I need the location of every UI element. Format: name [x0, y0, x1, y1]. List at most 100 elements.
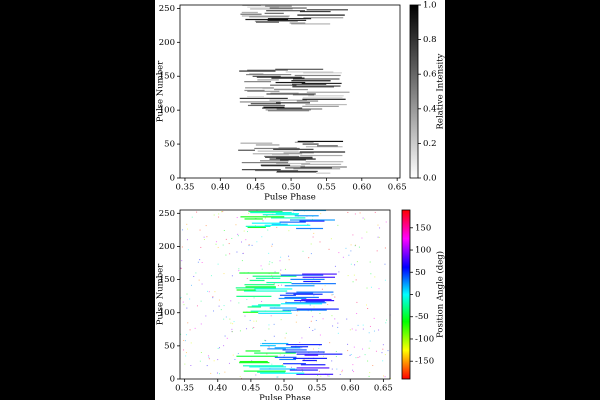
noise-pixel	[346, 318, 348, 320]
noise-pixel	[235, 224, 237, 226]
streak	[243, 290, 288, 292]
streak	[276, 171, 317, 173]
colorbar	[409, 4, 419, 179]
noise-pixel	[366, 287, 368, 289]
streak	[245, 350, 261, 352]
noise-pixel	[215, 243, 217, 245]
noise-pixel	[288, 259, 290, 261]
streak	[243, 370, 286, 372]
noise-pixel	[292, 212, 294, 214]
noise-pixel	[323, 352, 325, 354]
noise-pixel	[189, 329, 191, 331]
streak	[250, 8, 293, 10]
streak	[293, 293, 323, 295]
noise-pixel	[256, 210, 258, 212]
streak	[292, 85, 341, 87]
noise-pixel	[268, 324, 270, 326]
streak	[301, 298, 332, 301]
x-tick-label: 0.65	[374, 384, 393, 394]
streak	[271, 223, 288, 225]
noise-pixel	[253, 327, 255, 329]
x-tick-label: 0.40	[211, 183, 230, 193]
noise-pixel	[237, 353, 239, 355]
noise-pixel	[264, 339, 266, 341]
streak	[236, 355, 278, 357]
streak	[299, 151, 346, 153]
streak	[260, 372, 305, 374]
noise-pixel	[252, 327, 254, 329]
noise-pixel	[338, 252, 340, 254]
noise-pixel	[218, 347, 220, 349]
noise-pixel	[189, 298, 191, 300]
noise-pixel	[267, 229, 269, 231]
streak	[317, 145, 338, 147]
streak	[305, 146, 343, 148]
noise-pixel	[317, 375, 319, 377]
noise-pixel	[355, 357, 357, 359]
noise-pixel	[356, 261, 358, 263]
noise-pixel	[217, 347, 219, 349]
streak	[255, 277, 281, 279]
noise-pixel	[334, 296, 336, 298]
noise-pixel	[198, 279, 200, 281]
streak	[247, 226, 266, 229]
streak	[267, 19, 307, 21]
noise-pixel	[324, 285, 326, 287]
noise-pixel	[253, 297, 255, 299]
noise-pixel	[203, 236, 205, 238]
streak	[296, 291, 334, 293]
noise-pixel	[260, 343, 262, 345]
streak	[274, 356, 297, 358]
noise-pixel	[295, 368, 297, 370]
noise-pixel	[384, 376, 386, 378]
noise-pixel	[199, 259, 201, 261]
noise-pixel	[353, 274, 355, 276]
y-tick-label: 200	[159, 242, 175, 252]
noise-pixel	[271, 363, 273, 365]
noise-pixel	[341, 371, 343, 373]
noise-pixel	[366, 304, 368, 306]
noise-pixel	[312, 330, 314, 332]
streak	[244, 81, 272, 83]
noise-pixel	[225, 238, 227, 240]
noise-pixel	[195, 272, 197, 274]
noise-pixel	[246, 299, 248, 301]
streak	[280, 274, 324, 276]
noise-pixel	[217, 263, 219, 265]
colorbar-tick-label: -50	[415, 312, 429, 322]
streak	[280, 303, 323, 305]
noise-pixel	[237, 235, 239, 237]
streak	[274, 88, 308, 91]
noise-pixel	[182, 301, 184, 303]
streak	[252, 153, 303, 155]
y-tick-label: 250	[159, 4, 175, 14]
noise-pixel	[238, 270, 240, 272]
noise-pixel	[288, 230, 290, 232]
streak	[239, 360, 268, 363]
noise-pixel	[310, 310, 312, 312]
noise-pixel	[245, 239, 247, 241]
noise-pixel	[218, 299, 220, 301]
noise-pixel	[183, 304, 185, 306]
noise-pixel	[200, 323, 202, 325]
y-axis-label: Pulse Number	[156, 60, 166, 122]
noise-pixel	[229, 318, 231, 320]
streak	[276, 108, 323, 110]
streak	[236, 295, 272, 297]
axes-frame	[179, 209, 391, 380]
noise-pixel	[246, 328, 248, 330]
streak	[285, 292, 314, 294]
streak	[293, 209, 327, 212]
streak	[249, 366, 287, 368]
streak	[302, 105, 339, 107]
x-tick-label: 0.65	[388, 183, 407, 193]
streak	[296, 373, 334, 375]
streak	[240, 13, 262, 15]
noise-pixel	[270, 315, 272, 317]
streak	[305, 161, 344, 163]
streak	[242, 311, 259, 313]
noise-pixel	[203, 238, 205, 240]
noise-pixel	[248, 213, 250, 215]
noise-pixel	[200, 246, 202, 248]
colorbar	[401, 209, 411, 380]
